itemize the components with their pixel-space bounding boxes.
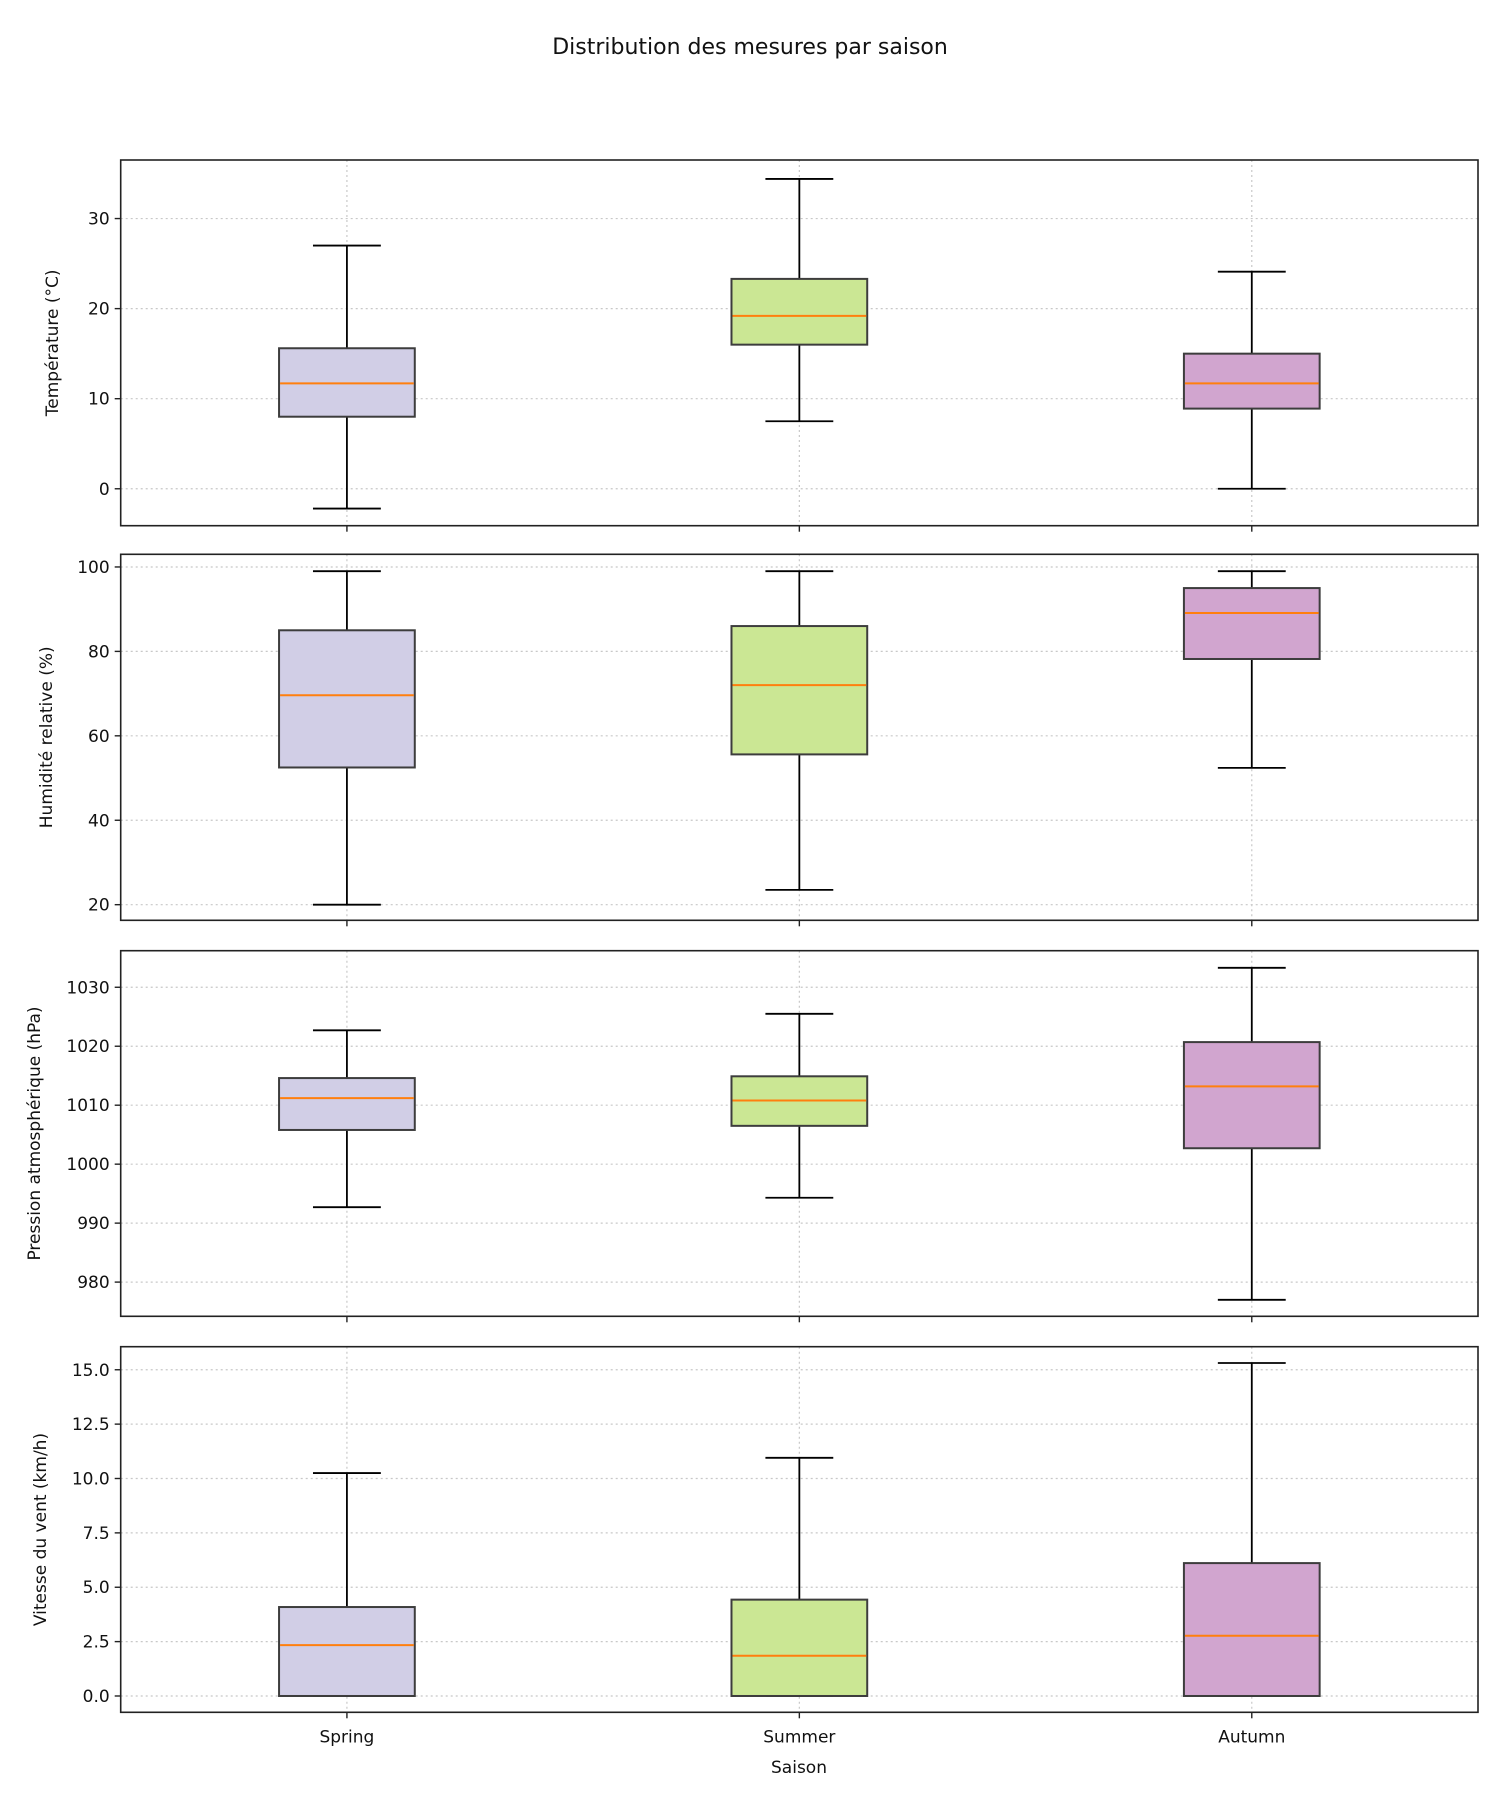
iqr-box: [1182, 1562, 1321, 1697]
axes-frame: [119, 949, 1479, 1318]
axes-frame: [119, 159, 1479, 527]
iqr-box: [730, 625, 869, 756]
y-tick-label: 1020: [66, 1037, 109, 1057]
y-tick-label: 10.0: [72, 1469, 110, 1489]
box-spring: [278, 244, 416, 510]
x-tick-label: Summer: [763, 1727, 835, 1747]
box-spring: [278, 1472, 416, 1697]
y-axis-label: Température (°C): [43, 269, 63, 417]
y-tick-label: 60: [88, 727, 110, 747]
box-summer: [730, 178, 869, 423]
y-tick-label: 12.5: [72, 1415, 110, 1435]
y-tick-label: 80: [88, 642, 110, 662]
y-tick-label: 2.5: [83, 1633, 110, 1653]
panel-4: 0.0 2.5 5.0 7.5 10.0 12.5 15.0 Vitesse du vent …: [31, 1345, 1479, 1747]
x-tick-label: Spring: [319, 1727, 374, 1747]
y-tick-label: 0: [99, 480, 110, 500]
box-autumn: [1182, 1362, 1321, 1697]
y-tick-label: 980: [77, 1273, 109, 1293]
box-summer: [730, 1456, 869, 1697]
y-tick-label: 990: [77, 1214, 109, 1234]
y-tick-label: 5.0: [83, 1578, 110, 1598]
x-axis-label: Saison: [771, 1758, 827, 1778]
y-tick-label: 40: [88, 811, 110, 831]
box-summer: [730, 570, 869, 891]
panel-2: 20 40 60 80 100 Humidité relative (%): [37, 553, 1479, 927]
y-axis-label: Pression atmosphérique (hPa): [25, 1006, 45, 1260]
iqr-box: [1182, 1041, 1321, 1150]
y-axis-label: Vitesse du vent (km/h): [31, 1433, 51, 1626]
box-summer: [730, 1012, 869, 1199]
iqr-box: [278, 629, 416, 769]
box-spring: [278, 1029, 416, 1209]
iqr-box: [278, 1606, 416, 1697]
panel-3: 980 990 1000 1010 1020 1030 Pression atmosphér…: [25, 949, 1479, 1323]
y-tick-label: 30: [88, 210, 110, 230]
box-autumn: [1182, 270, 1321, 490]
box-autumn: [1182, 570, 1321, 769]
y-tick-label: 100: [77, 558, 109, 578]
box-autumn: [1182, 966, 1321, 1301]
y-tick-label: 0.0: [83, 1687, 110, 1707]
y-tick-label: 1000: [66, 1155, 109, 1175]
y-tick-label: 20: [88, 896, 110, 916]
y-axis-label: Humidité relative (%): [37, 646, 57, 828]
iqr-box: [278, 1077, 416, 1131]
panel-1: 0 10 20 30 Température (°C): [43, 159, 1479, 532]
iqr-box: [1182, 587, 1321, 660]
y-tick-label: 7.5: [83, 1524, 110, 1544]
x-tick-label: Autumn: [1218, 1727, 1285, 1747]
y-tick-label: 15.0: [72, 1361, 110, 1381]
y-tick-label: 1010: [66, 1096, 109, 1116]
box-spring: [278, 570, 416, 906]
iqr-box: [730, 1598, 869, 1697]
y-tick-label: 20: [88, 300, 110, 320]
y-tick-label: 10: [88, 390, 110, 410]
axes-frame: [119, 1345, 1479, 1714]
chart-title: Distribution des mesures par saison: [552, 35, 948, 60]
y-tick-label: 1030: [66, 978, 109, 998]
axes-frame: [119, 553, 1479, 922]
iqr-box: [730, 277, 869, 346]
iqr-box: [1182, 352, 1321, 410]
